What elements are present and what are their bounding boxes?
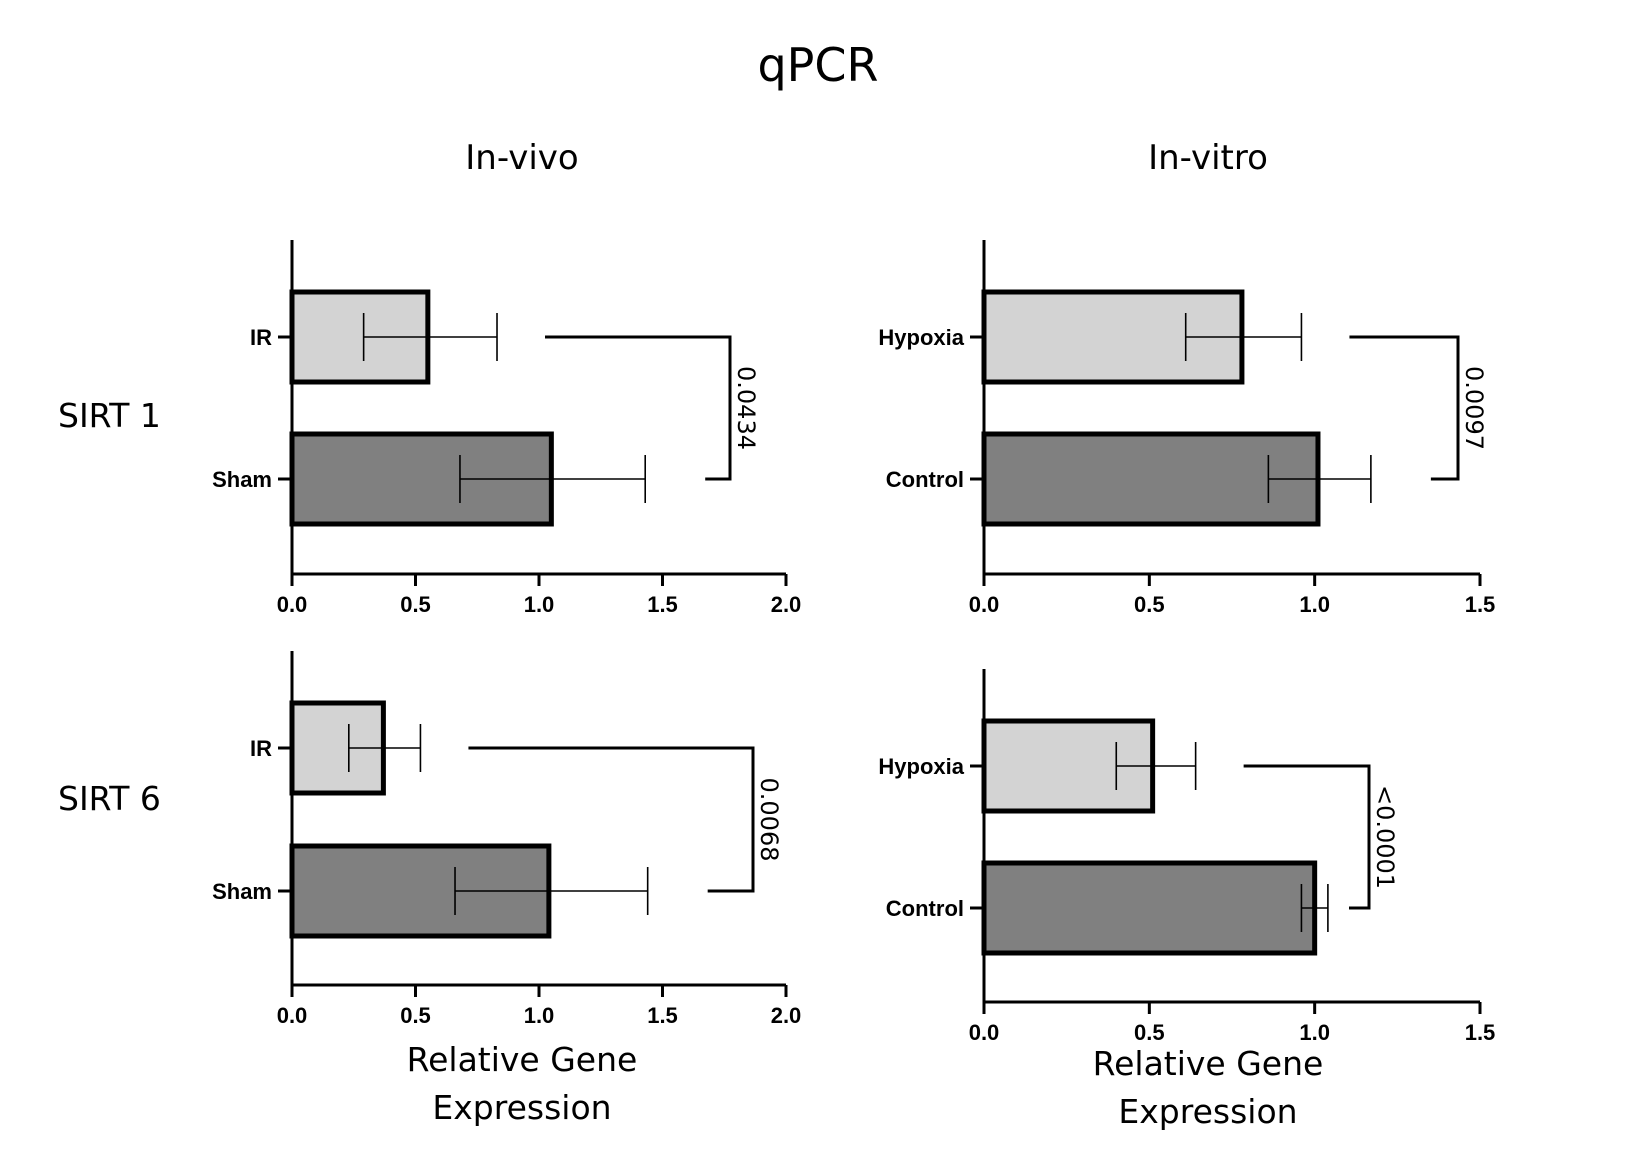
x-tick-label: 0.0: [969, 1020, 1000, 1045]
x-tick-label: 0.5: [400, 1003, 431, 1028]
x-tick-label: 0.5: [1134, 592, 1165, 617]
p-value-label: 0.0097: [1460, 366, 1488, 450]
x-axis-label-line2: Expression: [432, 1088, 612, 1127]
x-axis-label-line1: Relative Gene: [1092, 1044, 1324, 1083]
category-label: IR: [250, 736, 272, 761]
chart-panel-1: 0.0 0.5 1.0 1.5 2.0 IR Sham 0.0434: [212, 240, 801, 617]
x-axis-label-line1: Relative Gene: [406, 1040, 638, 1079]
category-label: Hypoxia: [878, 754, 964, 779]
p-value-label: 0.0434: [732, 366, 760, 450]
significance-bracket: [468, 746, 755, 893]
column-title-in-vitro: In-vitro: [1148, 138, 1268, 178]
x-tick-label: 0.0: [277, 1003, 308, 1028]
x-axis-label-in-vitro: Relative Gene Expression: [1008, 1040, 1408, 1136]
x-axis-label-in-vivo: Relative Gene Expression: [322, 1036, 722, 1132]
x-tick-label: 0.0: [277, 592, 308, 617]
significance-bracket: [1243, 764, 1371, 910]
p-value-label: <0.0001: [1371, 785, 1399, 889]
x-tick-label: 2.0: [771, 592, 802, 617]
significance-bracket: [545, 335, 732, 481]
row-label-sirt1: SIRT 1: [58, 396, 161, 435]
significance-bracket: [1349, 335, 1460, 481]
chart-panel-2: 0.0 0.5 1.0 1.5 Hypoxia Control 0.0097: [878, 240, 1495, 617]
column-title-in-vivo: In-vivo: [465, 138, 579, 178]
x-tick-label: 1.0: [1299, 1020, 1330, 1045]
category-label: Sham: [212, 879, 272, 904]
x-tick-label: 1.5: [647, 1003, 678, 1028]
row-label-sirt6: SIRT 6: [58, 779, 161, 818]
x-tick-label: 1.5: [1465, 1020, 1496, 1045]
x-tick-label: 0.5: [400, 592, 431, 617]
x-tick-label: 0.0: [969, 592, 1000, 617]
category-label: Control: [886, 467, 964, 492]
x-tick-label: 1.5: [647, 592, 678, 617]
x-tick-label: 1.0: [1299, 592, 1330, 617]
x-axis-label-line2: Expression: [1118, 1092, 1298, 1131]
category-label: Control: [886, 896, 964, 921]
x-tick-label: 1.0: [524, 592, 555, 617]
x-tick-label: 2.0: [771, 1003, 802, 1028]
category-label: IR: [250, 325, 272, 350]
bar-control: [981, 860, 1318, 956]
bar-control: [981, 431, 1321, 527]
category-label: Sham: [212, 467, 272, 492]
chart-panel-3: 0.0 0.5 1.0 1.5 2.0 IR Sham 0.0068: [212, 651, 801, 1028]
p-value-label: 0.0068: [755, 778, 783, 862]
x-tick-label: 0.5: [1134, 1020, 1165, 1045]
chart-panel-4: 0.0 0.5 1.0 1.5 Hypoxia Control <0.0001: [878, 669, 1495, 1045]
figure-title: qPCR: [757, 38, 879, 92]
x-tick-label: 1.0: [524, 1003, 555, 1028]
x-tick-label: 1.5: [1465, 592, 1496, 617]
category-label: Hypoxia: [878, 325, 964, 350]
